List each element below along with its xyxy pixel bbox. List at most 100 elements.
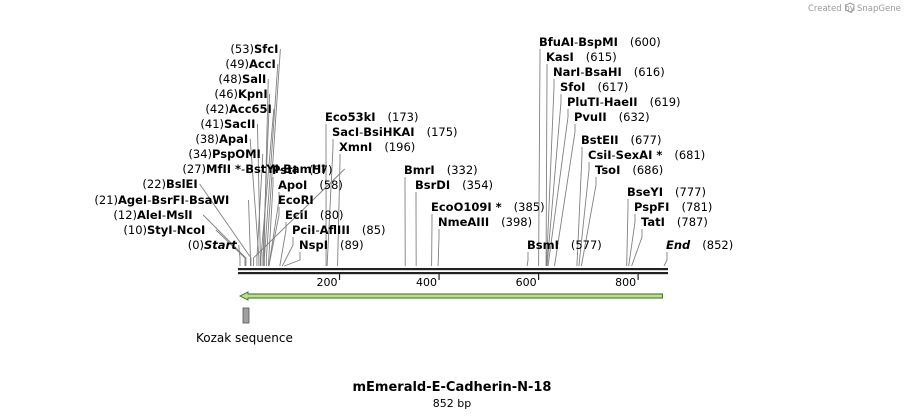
site-pvuii[interactable]: PvuII (632) xyxy=(574,110,650,124)
site-leader xyxy=(265,48,281,266)
snapgene-logo-icon xyxy=(845,2,855,13)
site-xmni[interactable]: XmnI (196) xyxy=(339,140,415,154)
site-position: (34) xyxy=(188,147,212,161)
enzyme-name: Eco53kI xyxy=(325,110,376,124)
site-position: (80) xyxy=(320,208,344,222)
enzyme-name: BsaHI xyxy=(585,65,622,79)
site-position: (89) xyxy=(340,238,364,252)
enzyme-name: BamHI xyxy=(283,162,325,176)
site-sacii[interactable]: (41) SacII xyxy=(200,117,255,131)
site-bslei[interactable]: (22) BslEI xyxy=(142,177,197,191)
site-acc65i[interactable]: (42) Acc65I xyxy=(205,102,271,116)
site-position: (57) xyxy=(309,163,333,177)
site-kpni[interactable]: (46) KpnI xyxy=(214,87,267,101)
site-position: (49) xyxy=(225,57,249,71)
site-leader xyxy=(626,199,629,267)
site-leader xyxy=(631,229,643,267)
site-bseyi[interactable]: BseYI (777) xyxy=(627,185,706,199)
site-alei-msli[interactable]: (12) AleI - MslI xyxy=(113,208,192,222)
enzyme-name: NarI xyxy=(553,65,580,79)
site-pluti-haeii[interactable]: PluTI - HaeII (619) xyxy=(567,95,681,109)
site-bsmi[interactable]: BsmI (577) xyxy=(527,238,602,252)
site-sfoi[interactable]: SfoI (617) xyxy=(560,80,628,94)
site-ecoo109i[interactable]: EcoO109I * (385) xyxy=(431,200,545,214)
site-leader-lines xyxy=(199,48,668,267)
site-apai[interactable]: (38) ApaI xyxy=(195,132,248,146)
site-position: (0) xyxy=(188,238,204,252)
enzyme-name: ApaI xyxy=(219,132,248,146)
kozak-feature[interactable]: Kozak sequence xyxy=(196,307,293,345)
site-nmeaiii[interactable]: NmeAIII (398) xyxy=(438,215,532,229)
site-leader xyxy=(326,139,334,267)
site-leader xyxy=(526,252,529,267)
site-position: (27) xyxy=(182,162,206,176)
plasmid-length: 852 bp xyxy=(433,397,471,410)
site-csii-sexai[interactable]: CsiI - SexAI * (681) xyxy=(588,148,705,162)
site-position: (332) xyxy=(447,163,478,177)
site-leader xyxy=(547,109,569,267)
kozak-box[interactable] xyxy=(242,307,250,324)
enzyme-name: EcoO109I * xyxy=(431,200,502,214)
site-apoi[interactable]: ApoI (58) xyxy=(278,178,343,192)
site-bsrdi[interactable]: BsrDI (354) xyxy=(415,178,493,192)
site-ecii[interactable]: EciI (80) xyxy=(285,208,344,222)
site-position: (852) xyxy=(702,238,733,252)
site-mfii-bstyi-bamhi[interactable]: (27) MfII * - BstYI - BamHI xyxy=(182,162,325,176)
enzyme-name: SexAI * xyxy=(616,148,663,162)
snapgene-credit: Created by SnapGene xyxy=(808,2,901,14)
enzyme-name: PluTI xyxy=(567,95,600,109)
site-tsoi[interactable]: TsoI (686) xyxy=(595,163,663,177)
enzyme-name: End xyxy=(666,238,691,252)
site-ecori[interactable]: EcoRI xyxy=(278,193,314,207)
site-eco53ki[interactable]: Eco53kI (173) xyxy=(325,110,418,124)
site-acci[interactable]: (49) AccI xyxy=(225,57,275,71)
site-psti[interactable]: PstI (57) xyxy=(272,163,332,177)
site-leader xyxy=(576,147,583,267)
site-pcii-afliii[interactable]: PciI - AflIII (85) xyxy=(292,223,386,237)
name-separator: - xyxy=(279,162,283,176)
enzyme-name: CsiI xyxy=(588,148,612,162)
site-sfci[interactable]: (53) SfcI xyxy=(230,42,278,56)
site-position: (681) xyxy=(674,148,705,162)
enzyme-name: SfcI xyxy=(254,42,278,56)
site-position: (619) xyxy=(650,95,681,109)
site-pspomi[interactable]: (34) PspOMI xyxy=(188,147,260,161)
site-leader xyxy=(284,252,301,267)
site-leader xyxy=(279,222,287,267)
site-leader xyxy=(263,63,279,266)
site-nspi[interactable]: NspI (89) xyxy=(299,238,364,252)
orf-arrow[interactable] xyxy=(238,291,663,301)
enzyme-name: AflIII xyxy=(320,223,350,237)
site-saci-bsihkai[interactable]: SacI - BsiHKAI (175) xyxy=(332,125,458,139)
site-leader xyxy=(538,49,541,267)
site-position: (632) xyxy=(619,110,650,124)
site-position: (48) xyxy=(218,72,242,86)
site-position: (38) xyxy=(195,132,219,146)
axis-tick-label: 200 xyxy=(317,276,338,289)
name-separator: - xyxy=(600,95,604,109)
site-start[interactable]: (0) Start xyxy=(188,238,238,252)
site-position: (46) xyxy=(214,87,238,101)
site-styi-ncoi[interactable]: (10) StyI - NcoI xyxy=(123,223,205,237)
site-nari-bsahi[interactable]: NarI - BsaHI (616) xyxy=(553,65,665,79)
site-kasi[interactable]: KasI (615) xyxy=(546,50,617,64)
site-bfuai-bspmi[interactable]: BfuAI - BspMI (600) xyxy=(539,35,661,49)
site-leader xyxy=(546,79,555,267)
site-leader xyxy=(262,93,271,266)
site-position: (41) xyxy=(200,117,224,131)
site-sali[interactable]: (48) SalI xyxy=(218,72,266,86)
site-tati[interactable]: TatI (787) xyxy=(641,215,708,229)
site-labels: (0) Start(10) StyI - NcoI(12) AleI - MslI(2… xyxy=(94,35,733,252)
site-bsteii[interactable]: BstEII (677) xyxy=(581,133,661,147)
enzyme-name: NspI xyxy=(299,238,328,252)
name-separator: - xyxy=(612,148,616,162)
enzyme-name: TatI xyxy=(641,215,665,229)
site-end[interactable]: End (852) xyxy=(666,238,733,252)
site-agei-bsrfi-bsawi[interactable]: (21) AgeI - BsrFI - BsaWI xyxy=(94,193,229,207)
site-bmri[interactable]: BmrI (332) xyxy=(404,163,478,177)
site-pspfi[interactable]: PspFI (781) xyxy=(634,200,712,214)
enzyme-name: BsmI xyxy=(527,238,559,252)
strand-top xyxy=(238,268,668,271)
orf-shape[interactable] xyxy=(238,291,663,301)
enzyme-name: BsiHKAI xyxy=(363,125,414,139)
